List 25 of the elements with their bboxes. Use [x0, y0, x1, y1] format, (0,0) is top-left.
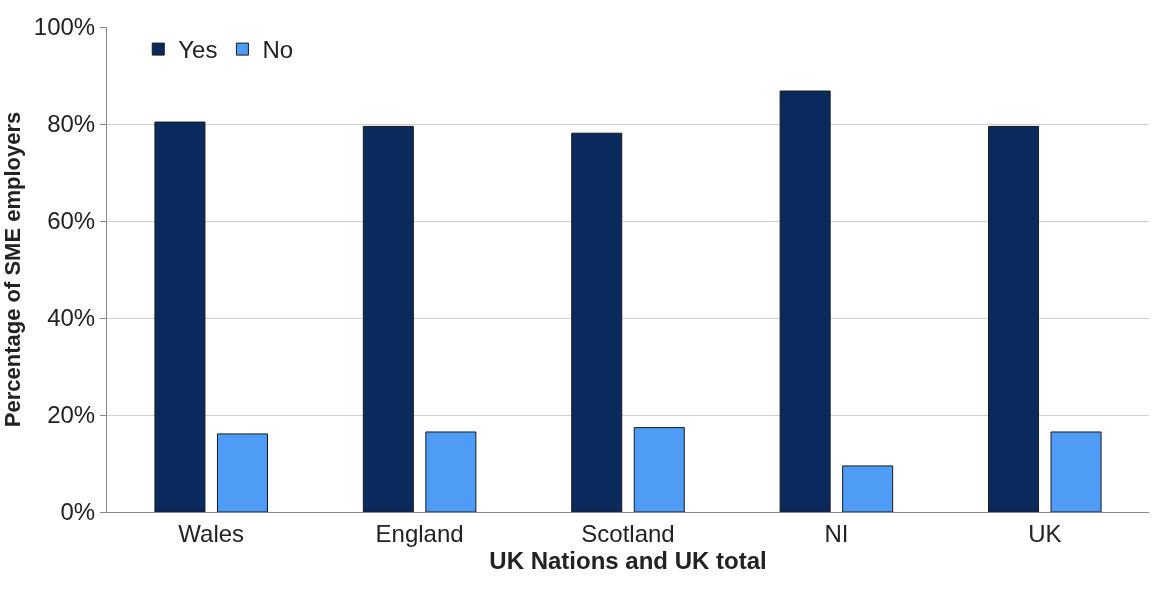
x-tick-label: NI — [824, 519, 849, 547]
x-tick-label: UK — [1028, 519, 1062, 547]
bar — [1050, 431, 1102, 512]
y-tick-label: 20% — [47, 401, 96, 429]
bar — [425, 431, 477, 512]
bar — [842, 465, 894, 512]
x-tick-label: Scotland — [581, 519, 675, 547]
bar — [571, 132, 623, 512]
y-tick-label: 80% — [47, 110, 96, 138]
y-tick-label: 40% — [47, 304, 96, 332]
y-tick-label: 60% — [47, 207, 96, 235]
y-tick-label: 0% — [60, 498, 96, 526]
bar — [362, 125, 414, 512]
y-tick-label: 100% — [33, 13, 96, 41]
x-tick-label: Wales — [178, 519, 245, 547]
x-axis-title: UK Nations and UK total — [489, 547, 767, 575]
legend-label: Yes — [178, 36, 218, 64]
legend-label: No — [262, 36, 294, 64]
y-axis-title: Percentage of SME employers — [0, 111, 25, 428]
bar — [154, 121, 206, 512]
bar — [633, 427, 685, 512]
bar — [216, 433, 268, 512]
bar — [988, 125, 1040, 512]
x-tick-label: England — [375, 519, 464, 547]
bar — [779, 90, 831, 512]
